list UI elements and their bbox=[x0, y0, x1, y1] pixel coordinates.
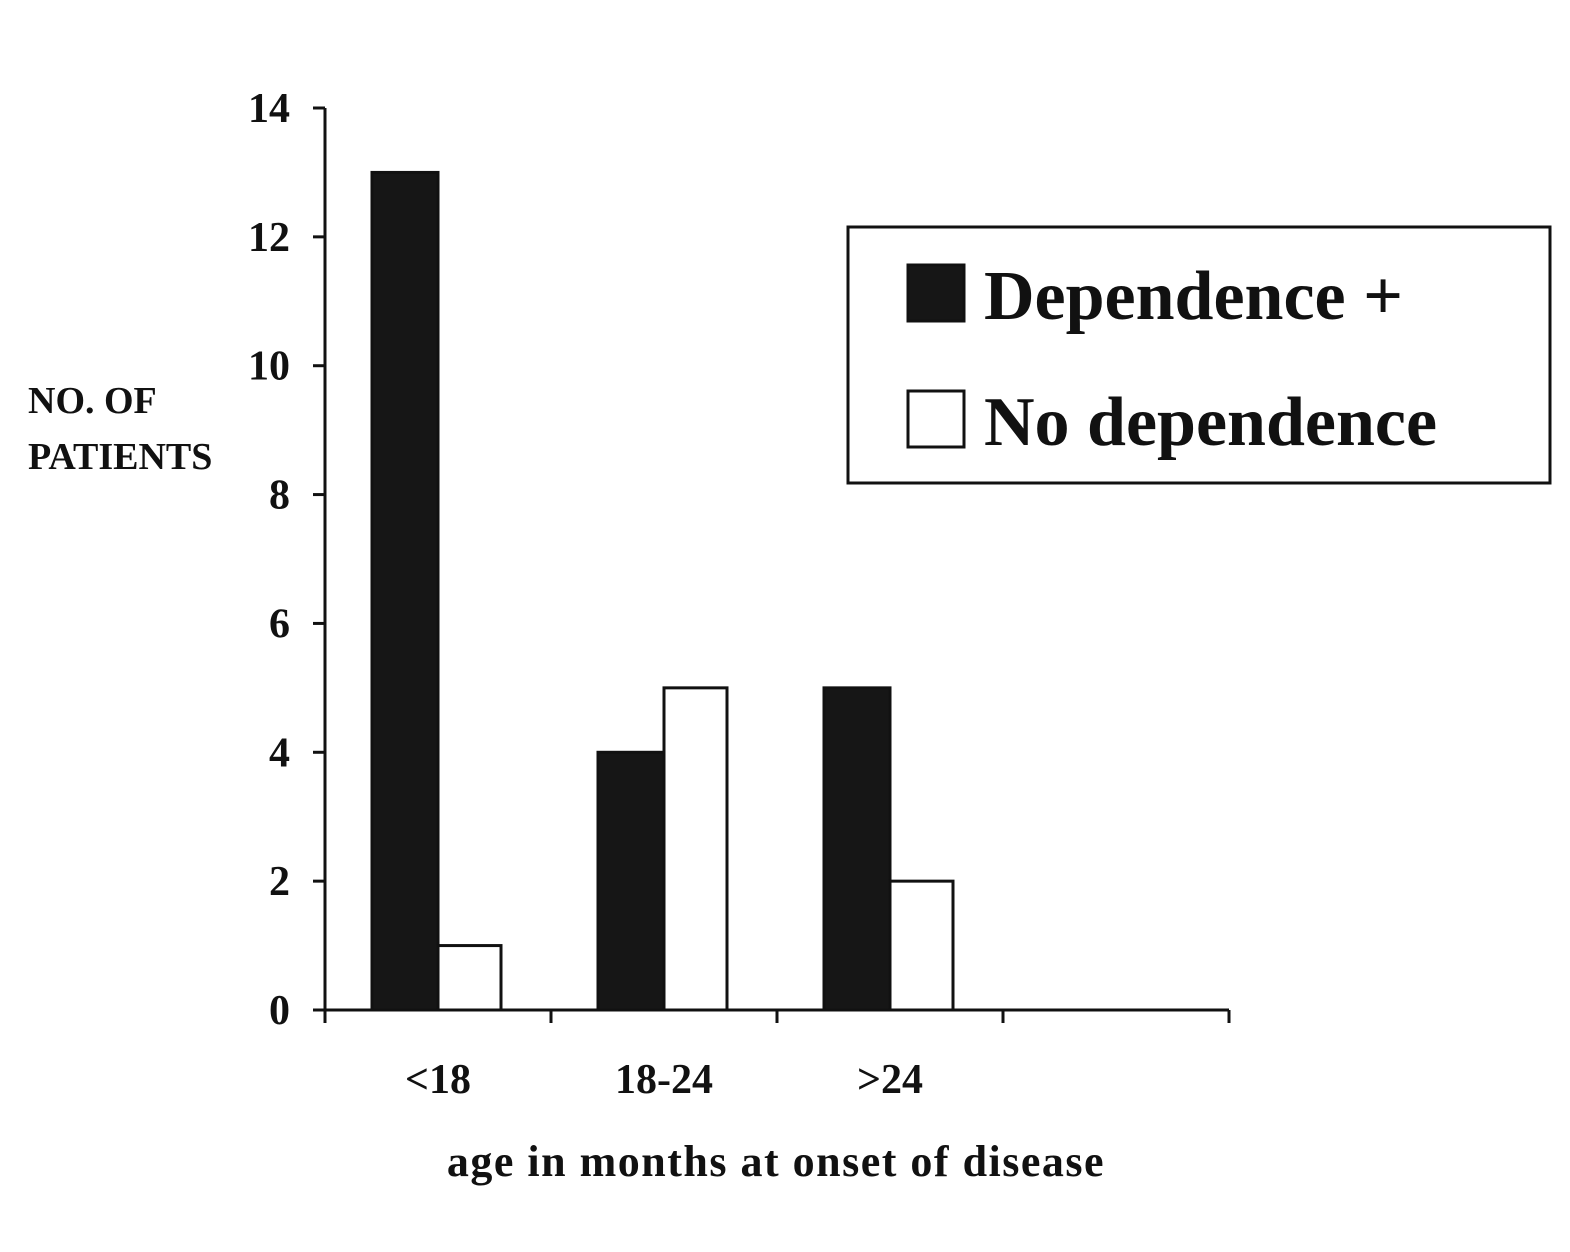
y-tick-label: 10 bbox=[248, 344, 290, 390]
y-tick-label: 2 bbox=[269, 859, 290, 905]
x-tick-label: >24 bbox=[857, 1057, 923, 1103]
x-axis-ticks: <18 18-24 >24 bbox=[323, 1010, 1231, 1103]
y-axis-label-line-2: PATIENTS bbox=[28, 436, 212, 478]
bar-dependence bbox=[370, 170, 440, 1012]
y-tick-label: 4 bbox=[269, 730, 290, 776]
legend: Dependence + No dependence bbox=[846, 225, 1552, 485]
bar-dependence bbox=[822, 686, 892, 1012]
x-tick-label: <18 bbox=[405, 1057, 471, 1103]
y-tick-label: 6 bbox=[269, 601, 290, 647]
legend-label-no-dependence: No dependence bbox=[984, 384, 1437, 461]
x-tick-label: 18-24 bbox=[615, 1057, 713, 1103]
y-axis-ticks: 0 2 4 6 8 10 12 14 bbox=[248, 86, 325, 1034]
bars bbox=[370, 170, 955, 1012]
bar-dependence bbox=[596, 750, 666, 1012]
x-axis-label: age in months at onset of disease bbox=[447, 1137, 1105, 1186]
legend-label-dependence: Dependence + bbox=[984, 258, 1403, 335]
legend-swatch-no-dependence bbox=[906, 389, 966, 449]
y-tick-label: 14 bbox=[248, 86, 290, 132]
y-tick-label: 0 bbox=[269, 988, 290, 1034]
bar-no-dependence bbox=[662, 686, 729, 1012]
y-axis-label: NO. OF PATIENTS bbox=[28, 380, 212, 478]
y-tick-label: 8 bbox=[269, 473, 290, 519]
y-axis-label-line-1: NO. OF bbox=[28, 380, 157, 422]
y-tick-label: 12 bbox=[248, 215, 290, 261]
bar-no-dependence bbox=[436, 944, 503, 1012]
bar-no-dependence bbox=[888, 879, 955, 1012]
legend-swatch-dependence bbox=[906, 263, 966, 323]
